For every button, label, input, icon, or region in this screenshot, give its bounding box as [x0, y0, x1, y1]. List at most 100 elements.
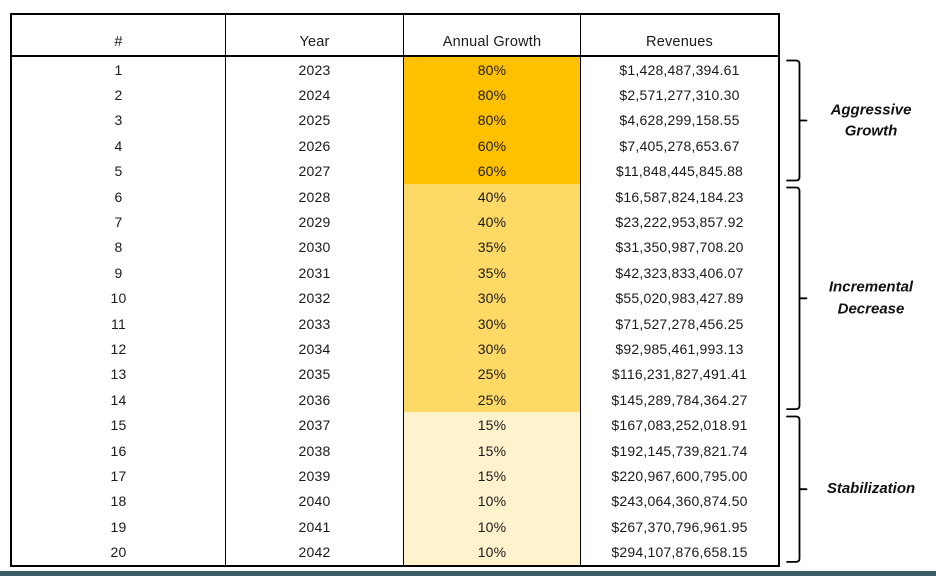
table-row: 16 2038 15% $192,145,739,821.74	[12, 437, 778, 464]
cell-annual-growth: 60%	[403, 158, 580, 184]
cell-revenue: $71,527,278,456.25	[580, 310, 778, 337]
cell-number: 19	[110, 518, 127, 535]
cell-year: 2042	[225, 539, 403, 565]
cell-number: 3	[114, 112, 123, 129]
table-row: 15 2037 15% $167,083,252,018.91	[12, 412, 778, 438]
cell-year: 2040	[225, 488, 403, 515]
cell-year: 2041	[225, 514, 403, 540]
cell-revenue: $192,145,739,821.74	[580, 437, 778, 464]
table-row: 13 2035 25% $116,231,827,491.41	[12, 361, 778, 388]
cell-annual-growth: 25%	[403, 361, 580, 388]
cell-annual-growth: 30%	[403, 336, 580, 362]
cell-annual-growth: 35%	[403, 260, 580, 286]
table-row: 7 2029 40% $23,222,953,857.92	[12, 209, 778, 235]
cell-annual-growth: 30%	[403, 310, 580, 337]
cell-revenue: $2,571,277,310.30	[580, 82, 778, 108]
cell-number: 9	[114, 264, 123, 281]
cell-annual-growth: 35%	[403, 234, 580, 261]
table-row: 11 2033 30% $71,527,278,456.25	[12, 310, 778, 337]
cell-number: 20	[110, 544, 127, 561]
phase-label-line: Aggressive	[830, 100, 912, 118]
table-row: 17 2039 15% $220,967,600,795.00	[12, 463, 778, 489]
cell-annual-growth: 80%	[403, 57, 580, 83]
phase-label-line: Growth	[844, 122, 898, 140]
table-row: 8 2030 35% $31,350,987,708.20	[12, 234, 778, 261]
cell-year: 2027	[225, 158, 403, 184]
cell-number: 15	[110, 417, 127, 434]
table-row: 2 2024 80% $2,571,277,310.30	[12, 82, 778, 108]
cell-number: 10	[110, 290, 127, 307]
cell-revenue: $23,222,953,857.92	[580, 209, 778, 235]
cell-number: 11	[111, 315, 126, 332]
cell-revenue: $145,289,784,364.27	[580, 387, 778, 413]
cell-year: 2032	[225, 285, 403, 311]
phase-label-stabilization: Stabilization	[806, 478, 936, 500]
footer-accent-bar	[0, 571, 936, 576]
table-row: 12 2034 30% $92,985,461,993.13	[12, 336, 778, 362]
cell-annual-growth: 15%	[403, 437, 580, 464]
table-row: 9 2031 35% $42,323,833,406.07	[12, 260, 778, 286]
cell-number: 2	[114, 87, 123, 104]
table-row: 14 2036 25% $145,289,784,364.27	[12, 387, 778, 413]
cell-number: 7	[114, 214, 123, 231]
cell-revenue: $16,587,824,184.23	[580, 183, 778, 210]
column-header-number: #	[114, 34, 123, 50]
cell-year: 2034	[225, 336, 403, 362]
cell-year: 2028	[225, 183, 403, 210]
cell-year: 2039	[225, 463, 403, 489]
cell-revenue: $243,064,360,874.50	[580, 488, 778, 515]
cell-year: 2038	[225, 437, 403, 464]
cell-revenue: $7,405,278,653.67	[580, 133, 778, 159]
cell-year: 2030	[225, 234, 403, 261]
column-header-revenues: Revenues	[580, 15, 778, 55]
cell-number: 16	[110, 442, 127, 459]
column-header-annual-growth: Annual Growth	[403, 15, 580, 55]
table-row: 3 2025 80% $4,628,299,158.55	[12, 107, 778, 134]
cell-year: 2037	[225, 412, 403, 438]
brace-aggressive-growth	[786, 59, 808, 182]
phase-label-incremental-decrease: Incremental Decrease	[806, 277, 936, 321]
cell-number: 4	[114, 137, 123, 154]
table-row: 4 2026 60% $7,405,278,653.67	[12, 133, 778, 159]
revenue-projection-table: # Year Annual Growth Revenues 1 2023 80% $1…	[10, 13, 780, 567]
table-row: 10 2032 30% $55,020,983,427.89	[12, 285, 778, 311]
table-header-row: # Year Annual Growth Revenues	[12, 15, 778, 57]
cell-annual-growth: 30%	[403, 285, 580, 311]
cell-revenue: $42,323,833,406.07	[580, 260, 778, 286]
cell-annual-growth: 25%	[403, 387, 580, 413]
cell-revenue: $294,107,876,658.15	[580, 539, 778, 565]
cell-number: 5	[114, 163, 123, 180]
cell-year: 2035	[225, 361, 403, 388]
cell-year: 2025	[225, 107, 403, 134]
cell-revenue: $220,967,600,795.00	[580, 463, 778, 489]
cell-year: 2024	[225, 82, 403, 108]
brace-incremental-decrease	[786, 186, 808, 410]
table-row: 18 2040 10% $243,064,360,874.50	[12, 488, 778, 515]
cell-revenue: $55,020,983,427.89	[580, 285, 778, 311]
cell-revenue: $11,848,445,845.88	[580, 158, 778, 184]
cell-year: 2023	[225, 57, 403, 83]
cell-annual-growth: 60%	[403, 133, 580, 159]
brace-stabilization	[786, 415, 808, 563]
cell-annual-growth: 10%	[403, 514, 580, 540]
cell-number: 13	[110, 366, 127, 383]
table-row: 6 2028 40% $16,587,824,184.23	[12, 183, 778, 210]
cell-number: 17	[110, 467, 127, 484]
phase-label-aggressive-growth: Aggressive Growth	[806, 99, 936, 143]
phase-label-line: Incremental	[828, 278, 914, 296]
cell-number: 6	[114, 188, 123, 205]
cell-annual-growth: 10%	[403, 488, 580, 515]
cell-revenue: $92,985,461,993.13	[580, 336, 778, 362]
cell-revenue: $167,083,252,018.91	[580, 412, 778, 438]
cell-year: 2033	[225, 310, 403, 337]
cell-revenue: $31,350,987,708.20	[580, 234, 778, 261]
cell-revenue: $4,628,299,158.55	[580, 107, 778, 134]
cell-annual-growth: 40%	[403, 183, 580, 210]
cell-annual-growth: 10%	[403, 539, 580, 565]
cell-number: 12	[110, 340, 127, 357]
cell-year: 2026	[225, 133, 403, 159]
cell-revenue: $267,370,796,961.95	[580, 514, 778, 540]
cell-number: 8	[114, 239, 123, 256]
table-body: 1 2023 80% $1,428,487,394.61 2 2024 80% $2,571,…	[12, 57, 778, 565]
